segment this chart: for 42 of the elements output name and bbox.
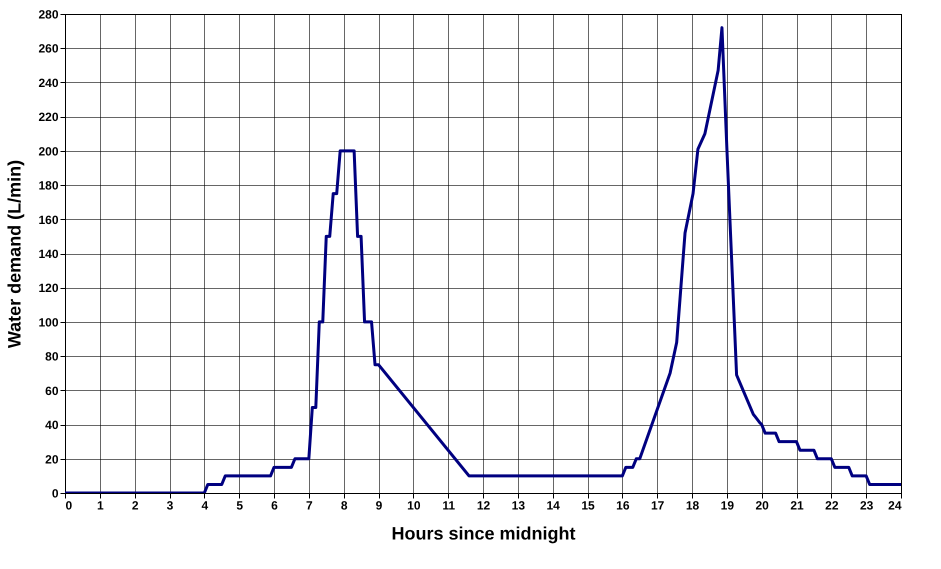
x-tick-label: 18 [686,498,700,512]
y-tick-label: 140 [38,247,59,261]
x-tick-label: 24 [888,498,902,512]
x-tick-label: 14 [546,498,560,512]
y-tick-label: 60 [45,384,59,398]
x-tick-label: 22 [825,498,839,512]
x-tick-label: 3 [166,498,174,512]
y-tick-label: 280 [38,8,59,22]
x-tick-label: 9 [376,498,383,512]
x-tick-label: 19 [720,498,734,512]
y-tick-label: 260 [38,42,59,56]
x-tick-label: 0 [66,498,72,512]
y-tick-label: 20 [45,452,59,466]
y-tick-label: 100 [38,315,59,330]
x-axis-title: Hours since midnight [391,524,576,544]
x-tick-label: 16 [616,498,630,512]
x-tick-label: 6 [271,498,278,512]
x-tick-label: 2 [132,498,139,512]
y-tick-label: 0 [52,486,59,500]
x-tick-label: 23 [860,498,874,512]
y-tick-label: 240 [38,76,59,90]
x-tick-label: 5 [236,498,244,512]
x-tick-label: 4 [201,498,208,512]
y-axis-title: Water demand (L/min) [4,160,24,348]
x-tick-label: 7 [306,498,313,512]
x-tick-label: 10 [407,498,421,512]
x-tick-label: 13 [512,498,526,512]
y-tick-label: 40 [45,418,59,432]
x-tick-label: 20 [755,498,770,512]
x-tick-label: 12 [476,498,490,512]
y-tick-label: 220 [38,110,59,124]
y-tick-label: 180 [38,178,59,193]
x-tick-label: 11 [442,498,456,512]
x-tick-label: 17 [650,498,665,512]
x-tick-label: 8 [340,498,348,512]
x-tick-label: 1 [96,498,104,512]
y-tick-label: 120 [38,281,59,296]
y-tick-label: 160 [38,212,59,227]
y-tick-label: 80 [45,350,59,364]
x-tick-label: 15 [581,498,595,512]
x-tick-label: 21 [790,498,804,512]
y-tick-label: 200 [38,144,59,158]
